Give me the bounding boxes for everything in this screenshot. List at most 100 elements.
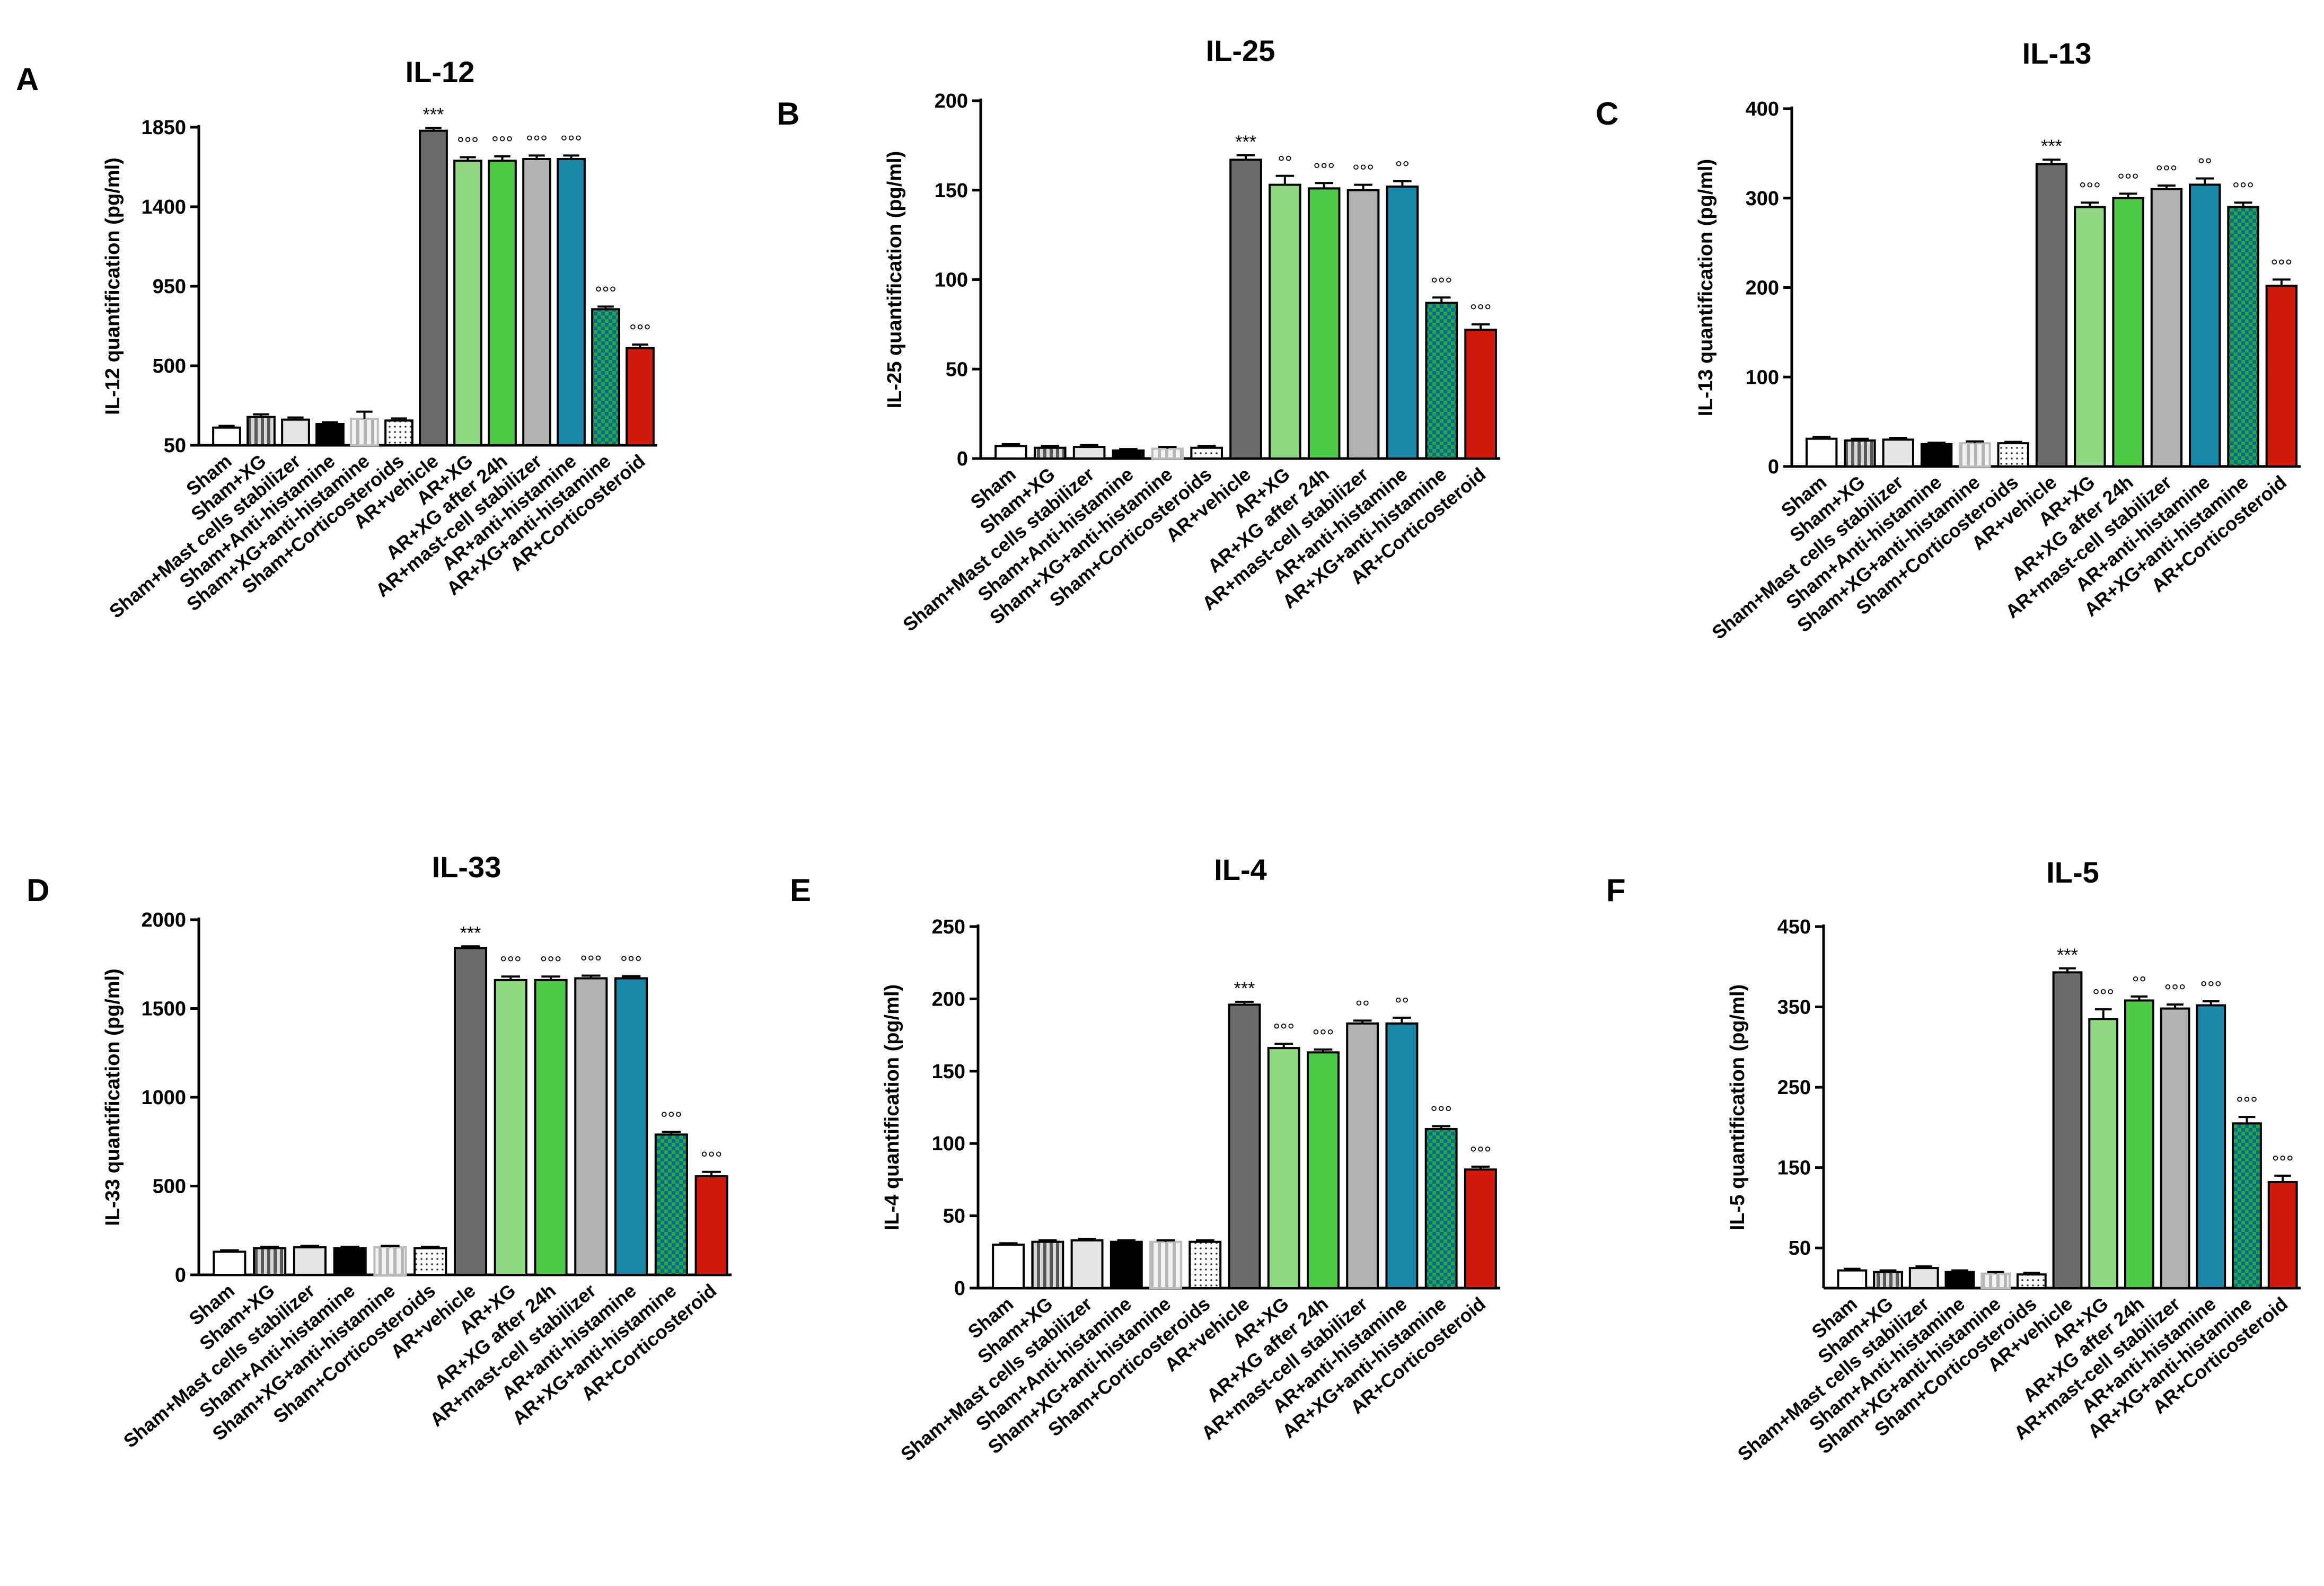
bar — [2124, 999, 2154, 1290]
bar — [1346, 189, 1380, 460]
chart-title: IL-25 — [1206, 34, 1275, 67]
significance-label: °°° — [1469, 1143, 1491, 1164]
bar — [350, 418, 379, 446]
bar — [2112, 197, 2144, 468]
y-tick-label: 0 — [954, 1277, 965, 1300]
y-axis-label: IL-4 quantification (pg/ml) — [881, 984, 903, 1230]
y-tick-label: 1500 — [141, 998, 186, 1020]
bar — [1190, 446, 1223, 460]
y-tick-label: 300 — [1746, 188, 1779, 210]
bar — [591, 308, 620, 446]
y-axis-label: IL-5 quantification (pg/ml) — [1727, 984, 1749, 1230]
y-tick-label: 950 — [153, 276, 186, 298]
significance-label: °°° — [2164, 981, 2186, 1001]
bar — [1033, 446, 1067, 460]
bar — [1346, 1022, 1379, 1289]
y-tick-label: 150 — [1777, 1157, 1811, 1179]
bar — [2227, 206, 2259, 468]
significance-label: °°° — [580, 953, 602, 973]
bar — [2196, 1004, 2226, 1289]
bar — [1908, 1267, 1939, 1289]
bar — [1944, 1271, 1975, 1290]
significance-label: °°° — [1352, 162, 1374, 182]
bar — [1386, 186, 1419, 460]
significance-label: °° — [1278, 153, 1292, 173]
bar — [315, 423, 345, 446]
bar — [1424, 1127, 1458, 1289]
significance-label: °° — [2132, 973, 2146, 993]
bar — [213, 1250, 247, 1276]
y-tick-label: 1000 — [141, 1087, 186, 1109]
y-tick-label: 250 — [1777, 1077, 1811, 1099]
significance-label: °° — [1395, 994, 1409, 1015]
panel-letter: C — [1596, 96, 1618, 131]
bar — [1959, 442, 1991, 468]
bar — [557, 158, 586, 446]
bar — [413, 1247, 447, 1276]
chart-title: IL-13 — [2022, 37, 2092, 70]
bar — [247, 416, 276, 447]
bar — [1070, 1239, 1104, 1290]
bar — [384, 419, 413, 446]
bar — [522, 158, 551, 446]
y-tick-label: 0 — [175, 1264, 186, 1287]
y-tick-label: 0 — [957, 448, 968, 470]
bar — [1837, 1269, 1868, 1289]
bar — [1112, 449, 1145, 460]
bar — [1805, 437, 1838, 468]
significance-label: °°° — [526, 132, 548, 152]
y-tick-label: 1850 — [141, 117, 186, 139]
significance-label: *** — [2041, 136, 2062, 156]
bar — [333, 1247, 367, 1276]
significance-label: °°° — [1470, 301, 1492, 321]
y-tick-label: 100 — [1746, 366, 1779, 389]
panel-letter: A — [16, 61, 39, 97]
significance-label: °°° — [1313, 160, 1335, 180]
y-tick-label: 200 — [932, 988, 965, 1010]
y-tick-label: 450 — [1777, 916, 1811, 938]
bar — [293, 1246, 327, 1276]
bar — [2035, 163, 2068, 468]
panel-letter: D — [27, 873, 49, 908]
chart-panel-a: A IL-12 IL-12 quantification (pg/ml) 50 500 9… — [16, 55, 657, 622]
y-axis-label: IL-33 quantification (pg/ml) — [102, 968, 124, 1226]
bar — [1307, 187, 1341, 460]
significance-label: °°° — [500, 953, 522, 973]
bar — [2160, 1007, 2190, 1289]
bar — [992, 1244, 1025, 1289]
chart-title: IL-5 — [2046, 856, 2099, 889]
bar — [1151, 447, 1184, 460]
y-tick-label: 50 — [1789, 1237, 1811, 1259]
significance-label: °°° — [1431, 274, 1452, 294]
bar — [1997, 442, 2029, 468]
significance-label: *** — [2057, 945, 2078, 965]
bar — [1385, 1022, 1419, 1289]
y-tick-label: 150 — [935, 180, 968, 202]
y-tick-label: 200 — [1746, 277, 1779, 299]
bar — [694, 1175, 728, 1276]
bar — [2232, 1122, 2262, 1289]
chart-panel-d: D IL-33 IL-33 quantification (pg/ml) 0 500 10… — [27, 850, 732, 1452]
chart-title: IL-33 — [432, 850, 501, 884]
y-tick-label: 350 — [1777, 997, 1811, 1019]
bar — [1189, 1240, 1222, 1290]
significance-label: °°° — [491, 133, 513, 153]
bar — [2052, 971, 2083, 1290]
significance-label: °°° — [560, 132, 582, 152]
bar — [1920, 443, 1953, 468]
bar — [2189, 183, 2221, 468]
significance-label: °°° — [2232, 179, 2254, 199]
panel-letter: E — [790, 873, 811, 908]
bar — [1307, 1051, 1340, 1290]
significance-label: *** — [423, 105, 444, 125]
bar — [626, 347, 655, 447]
bar — [654, 1133, 688, 1276]
significance-label: °°° — [2200, 978, 2222, 998]
significance-label: °°° — [1313, 1026, 1334, 1046]
y-tick-label: 50 — [943, 1205, 965, 1228]
chart-title: IL-4 — [1214, 853, 1267, 886]
bar — [2267, 1180, 2298, 1290]
y-tick-label: 1400 — [141, 196, 186, 218]
